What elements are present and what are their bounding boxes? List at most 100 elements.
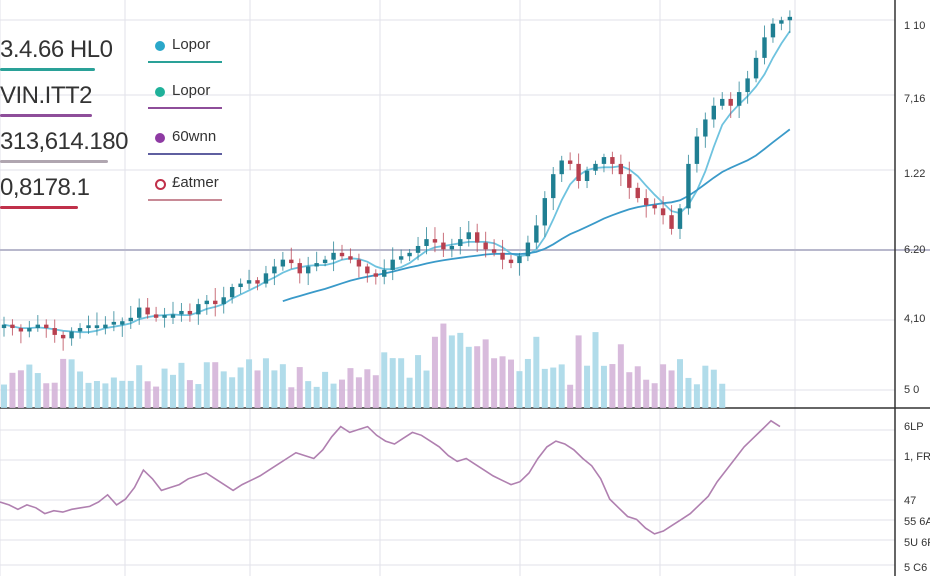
candle-body <box>745 78 750 93</box>
volume-bar <box>1 384 7 408</box>
candle-body <box>204 300 209 305</box>
legend-underline <box>148 199 222 201</box>
rsi-axis-label: 5 C6 <box>904 562 928 574</box>
candle-body <box>356 259 362 267</box>
candle-body <box>415 245 421 253</box>
price-axis-label: 6.20 <box>904 244 926 256</box>
candle-body <box>213 300 218 305</box>
volume-bar <box>372 375 379 408</box>
candle-body <box>297 263 302 274</box>
volume-bar <box>347 368 354 408</box>
volume-bar <box>389 358 396 408</box>
legend-item[interactable]: 60wnn <box>148 122 238 168</box>
volume-bar <box>229 377 236 408</box>
volume-bar <box>423 370 430 408</box>
volume-bar <box>305 381 312 408</box>
legend-item[interactable]: £atmer <box>148 168 238 214</box>
candle-body <box>348 256 353 260</box>
volume-bar <box>279 364 286 408</box>
volume-bar <box>119 380 126 408</box>
candle-body <box>390 259 395 270</box>
volume-bar <box>195 384 202 408</box>
volume-bar <box>330 383 337 408</box>
volume-bar <box>288 387 295 408</box>
legend-label: 60wnn <box>172 128 217 145</box>
volume-bar <box>600 365 607 408</box>
legend-dot-icon <box>155 87 165 97</box>
candle-body <box>373 273 378 277</box>
volume-bar <box>465 346 472 408</box>
legend-label: £atmer <box>172 174 219 191</box>
legend-item[interactable]: Lopor <box>148 30 238 76</box>
candle-body <box>762 37 767 58</box>
price-axis-label: 7,16 <box>904 93 926 105</box>
volume-bar <box>102 383 109 408</box>
candle-body <box>576 163 581 181</box>
volume-bar <box>313 386 320 408</box>
volume-bar <box>406 377 413 408</box>
candle-body <box>170 314 176 318</box>
candle-body <box>593 163 598 171</box>
volume-bar <box>271 370 278 408</box>
readout-row: 3.4.66 HL0 <box>0 30 130 76</box>
candle-body <box>618 163 624 175</box>
candle-body <box>229 287 235 298</box>
price-axis-label: 1 10 <box>904 20 926 32</box>
volume-bar <box>220 371 227 408</box>
legend-dot-icon <box>155 179 166 190</box>
volume-bar <box>626 372 633 408</box>
chart-legend[interactable]: Lopor Lopor 60wnn £atmer <box>148 30 238 214</box>
candle-body <box>196 304 201 315</box>
candles[interactable] <box>1 10 793 351</box>
volume-bar <box>110 377 117 408</box>
volume-bar <box>508 359 514 408</box>
candle-body <box>669 215 674 229</box>
candle-body <box>660 208 666 216</box>
candle-body <box>246 280 252 284</box>
candle-body <box>69 331 74 339</box>
candle-body <box>94 325 100 329</box>
volume-bar <box>17 370 24 408</box>
candle-body <box>322 259 328 264</box>
legend-dot-icon <box>155 41 165 51</box>
candle-body <box>289 259 294 264</box>
candle-body <box>720 98 725 106</box>
volume-bar <box>457 332 464 408</box>
volume-bar <box>322 371 329 408</box>
candle-body <box>111 321 117 325</box>
volume-bar <box>60 358 67 408</box>
price-axis-label: 5 0 <box>904 384 920 396</box>
legend-label: Lopor <box>172 82 211 99</box>
candle-body <box>652 204 657 209</box>
candle-body <box>703 119 708 137</box>
rsi-axis-label: 1, FR <box>904 451 930 463</box>
volume-bar <box>262 358 269 408</box>
candle-body <box>424 239 429 246</box>
volume-bar <box>524 358 531 408</box>
candle-body <box>711 105 716 120</box>
candle-body <box>221 297 226 305</box>
candle-body <box>238 283 243 288</box>
candle-body <box>458 239 463 246</box>
candle-body <box>525 242 531 257</box>
volume-bar <box>51 382 58 408</box>
rsi-axis-label: 55 6A <box>904 516 930 528</box>
candle-body <box>306 266 311 274</box>
price-axis[interactable]: 1 10 7,16 1.22 6.20 4,10 5 0 6LP 1, FR 4… <box>896 0 930 576</box>
readout-value: 3.4.66 HL0 <box>0 36 113 63</box>
volume-bar <box>685 377 692 408</box>
volume-bar <box>9 372 16 408</box>
volume-bar <box>203 362 210 408</box>
volume-bar <box>482 339 489 408</box>
volume-bar <box>474 346 481 408</box>
volume-bar <box>516 371 523 408</box>
candle-body <box>280 259 286 267</box>
volume-bar <box>161 368 168 408</box>
readout-row: VIN.ITT2 <box>0 76 130 122</box>
legend-underline <box>148 107 222 109</box>
volume-bar <box>558 364 565 408</box>
volume-bar <box>170 374 176 408</box>
legend-item[interactable]: Lopor <box>148 76 238 122</box>
